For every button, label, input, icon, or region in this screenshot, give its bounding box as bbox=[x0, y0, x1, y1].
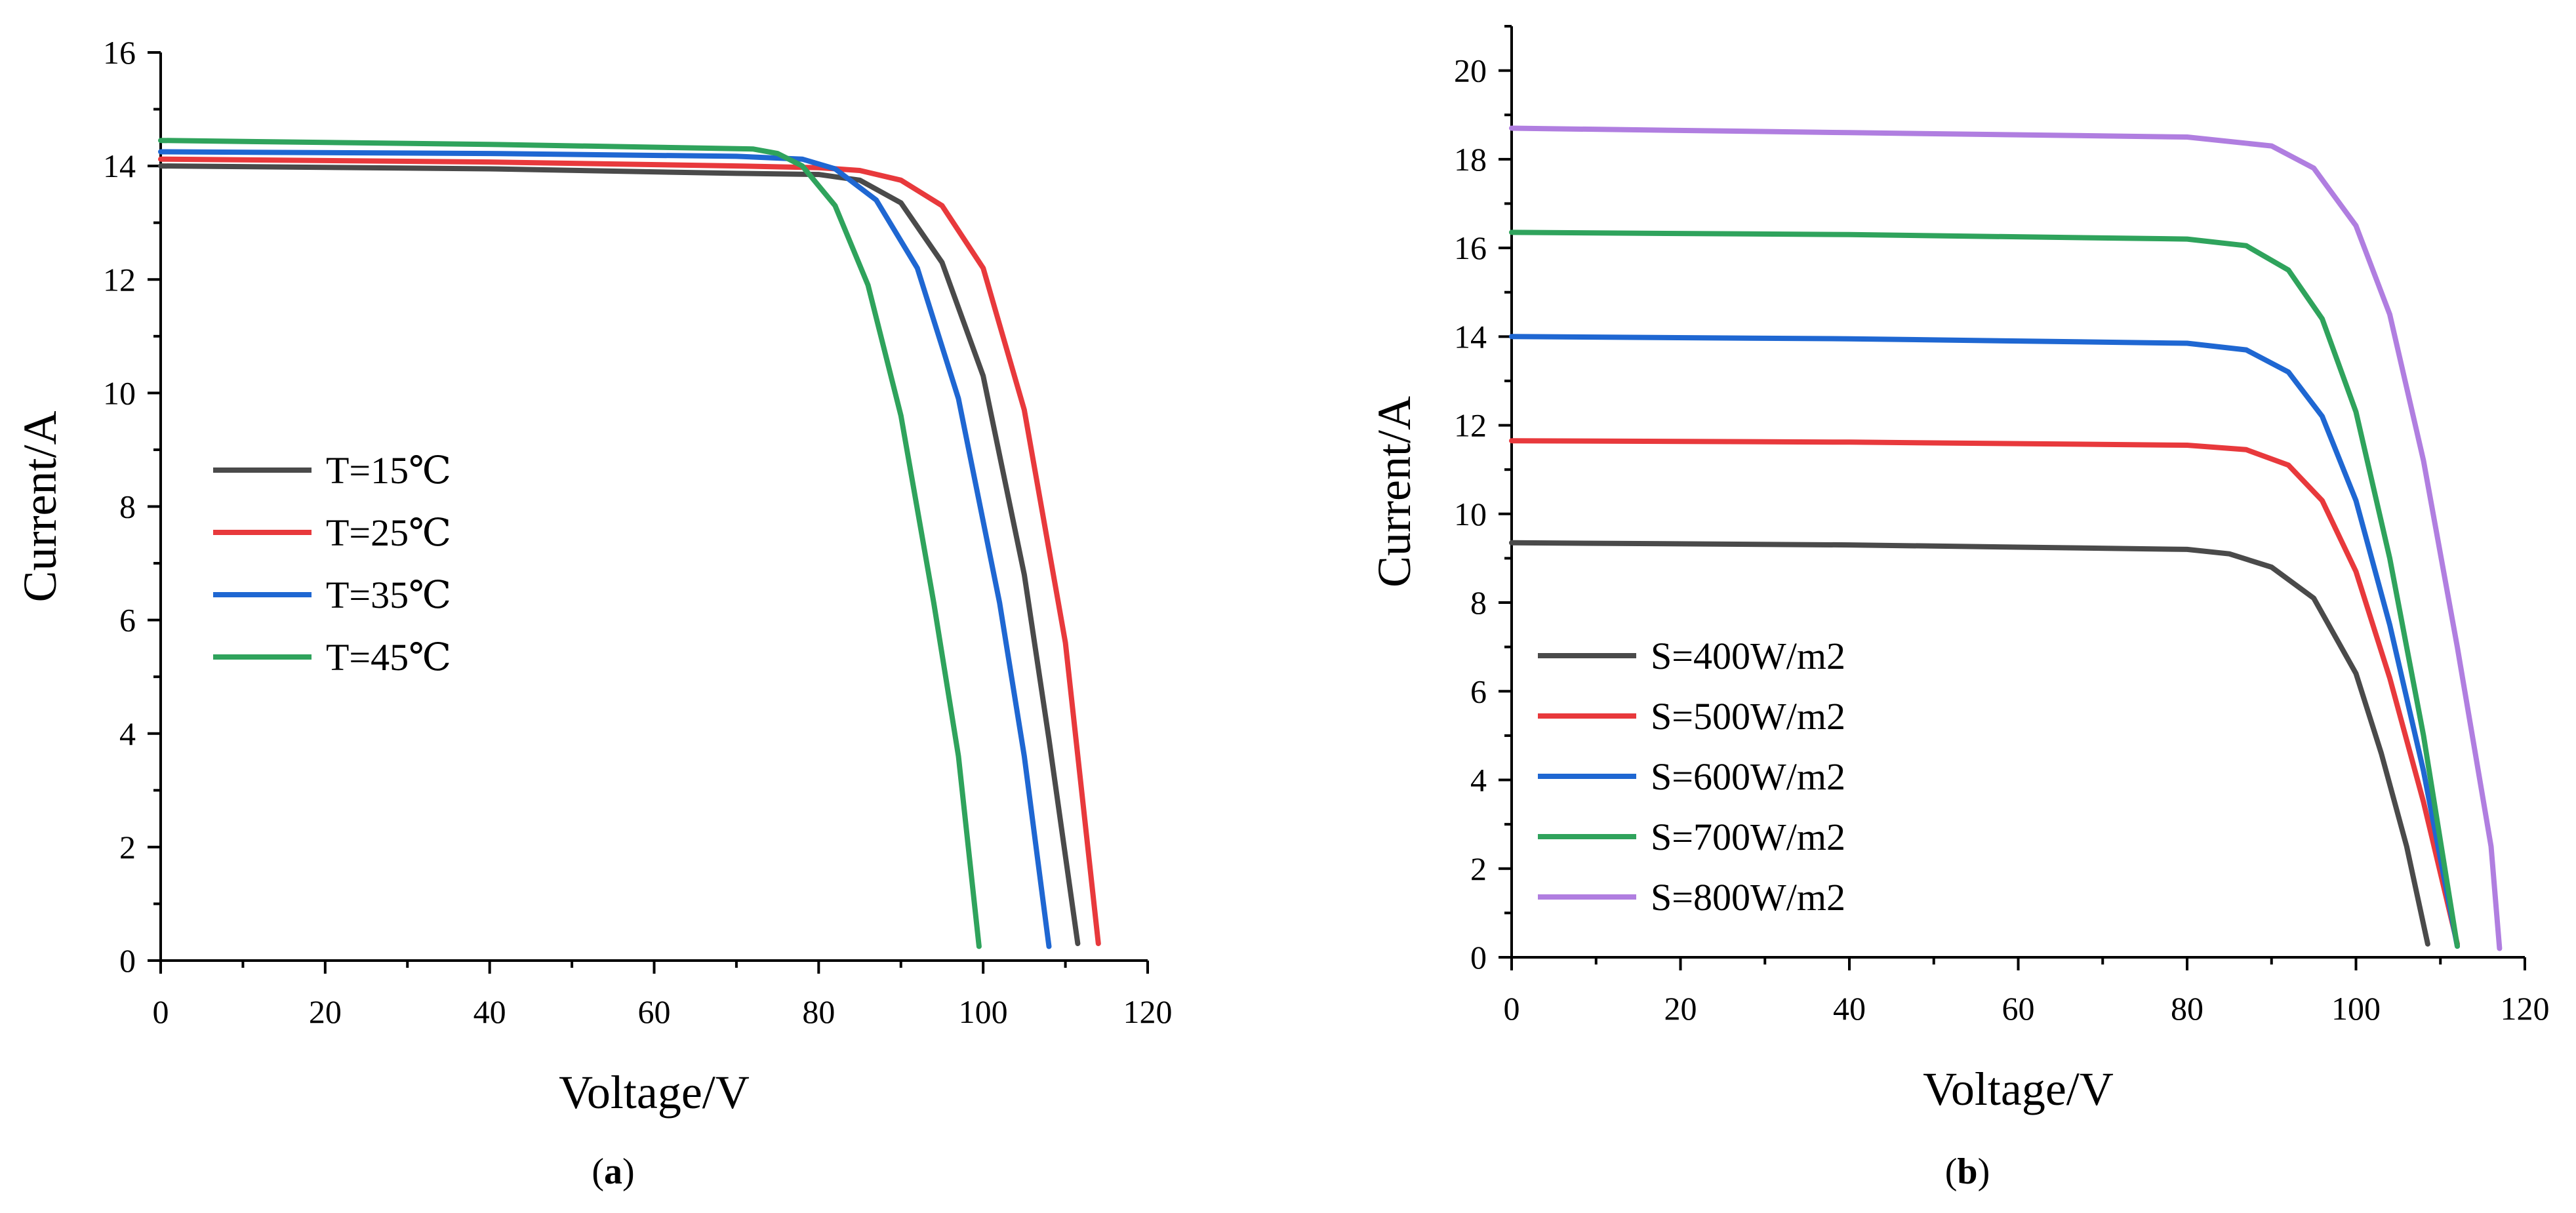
y-tick-label: 18 bbox=[1454, 141, 1487, 178]
series-line-b-0 bbox=[1509, 540, 2430, 947]
x-tick-label: 20 bbox=[1664, 990, 1697, 1027]
x-tick-label: 80 bbox=[802, 993, 835, 1030]
y-tick-label: 8 bbox=[119, 488, 136, 525]
x-tick-label: 60 bbox=[638, 993, 671, 1030]
y-tick-label: 0 bbox=[1470, 939, 1487, 976]
legend-label: S=700W/m2 bbox=[1651, 816, 1845, 858]
legend-label: S=800W/m2 bbox=[1651, 876, 1845, 919]
x-tick-label: 40 bbox=[473, 993, 506, 1030]
x-tick-label: 0 bbox=[153, 993, 169, 1030]
y-tick-label: 6 bbox=[119, 602, 136, 639]
series-line-b-4 bbox=[1509, 125, 2503, 951]
series-line-a-3 bbox=[158, 138, 982, 949]
caption-letter: a bbox=[604, 1151, 622, 1192]
x-tick-label: 100 bbox=[2331, 990, 2381, 1027]
series-line-a-2 bbox=[158, 149, 1052, 949]
legend-label: T=15℃ bbox=[326, 449, 451, 492]
y-tick-label: 4 bbox=[1470, 762, 1487, 799]
y-tick-label: 16 bbox=[1454, 229, 1487, 266]
y-tick-label: 14 bbox=[103, 148, 136, 184]
y-tick-label: 16 bbox=[103, 34, 136, 71]
x-axis-title: Voltage/V bbox=[559, 1066, 750, 1119]
series-line-b-1 bbox=[1509, 438, 2460, 947]
y-axis-title: Current/A bbox=[1368, 396, 1420, 587]
y-tick-label: 2 bbox=[119, 829, 136, 865]
legend-label: S=500W/m2 bbox=[1651, 695, 1845, 738]
x-axis-title: Voltage/V bbox=[1923, 1063, 2114, 1115]
y-tick-label: 2 bbox=[1470, 850, 1487, 887]
legend-label: T=25℃ bbox=[326, 511, 451, 554]
series-line-a-0 bbox=[158, 163, 1081, 946]
x-tick-label: 20 bbox=[309, 993, 342, 1030]
x-tick-label: 120 bbox=[2501, 990, 2550, 1027]
y-tick-label: 14 bbox=[1454, 318, 1487, 355]
chart-a: 0 20 40 60 80 100 120 0 2 4 6 8 10 12 14 16 Voltage/V Cur… bbox=[14, 34, 1173, 1192]
series-line-a-1 bbox=[158, 156, 1101, 946]
legend-label: S=400W/m2 bbox=[1651, 635, 1845, 677]
series-line-b-3 bbox=[1509, 229, 2460, 949]
figure-caption: (b) bbox=[1945, 1151, 1990, 1192]
y-tick-label: 8 bbox=[1470, 584, 1487, 621]
x-tick-label: 60 bbox=[2002, 990, 2035, 1027]
legend-label: T=35℃ bbox=[326, 574, 451, 616]
chart-b: 0 20 40 60 80 100 120 0 2 4 6 8 10 12 14 16 18 20 Voltage/… bbox=[1368, 25, 2550, 1192]
y-tick-label: 10 bbox=[103, 374, 136, 411]
x-tick-label: 120 bbox=[1123, 993, 1173, 1030]
x-tick-label: 0 bbox=[1504, 990, 1520, 1027]
y-axis-title: Current/A bbox=[14, 411, 66, 603]
x-tick-label: 100 bbox=[959, 993, 1008, 1030]
y-tick-label: 12 bbox=[103, 261, 136, 298]
y-tick-label: 10 bbox=[1454, 496, 1487, 532]
y-tick-label: 4 bbox=[119, 715, 136, 752]
caption-letter: b bbox=[1957, 1151, 1977, 1192]
y-tick-label: 0 bbox=[119, 942, 136, 979]
legend-label: T=45℃ bbox=[326, 636, 451, 679]
x-tick-label: 40 bbox=[1833, 990, 1866, 1027]
series-line-b-2 bbox=[1509, 334, 2460, 949]
y-tick-label: 20 bbox=[1454, 52, 1487, 89]
y-tick-label: 12 bbox=[1454, 407, 1487, 444]
legend-label: S=600W/m2 bbox=[1651, 755, 1845, 798]
y-tick-label: 6 bbox=[1470, 673, 1487, 709]
figure-caption: (a) bbox=[592, 1151, 634, 1192]
x-tick-label: 80 bbox=[2171, 990, 2204, 1027]
